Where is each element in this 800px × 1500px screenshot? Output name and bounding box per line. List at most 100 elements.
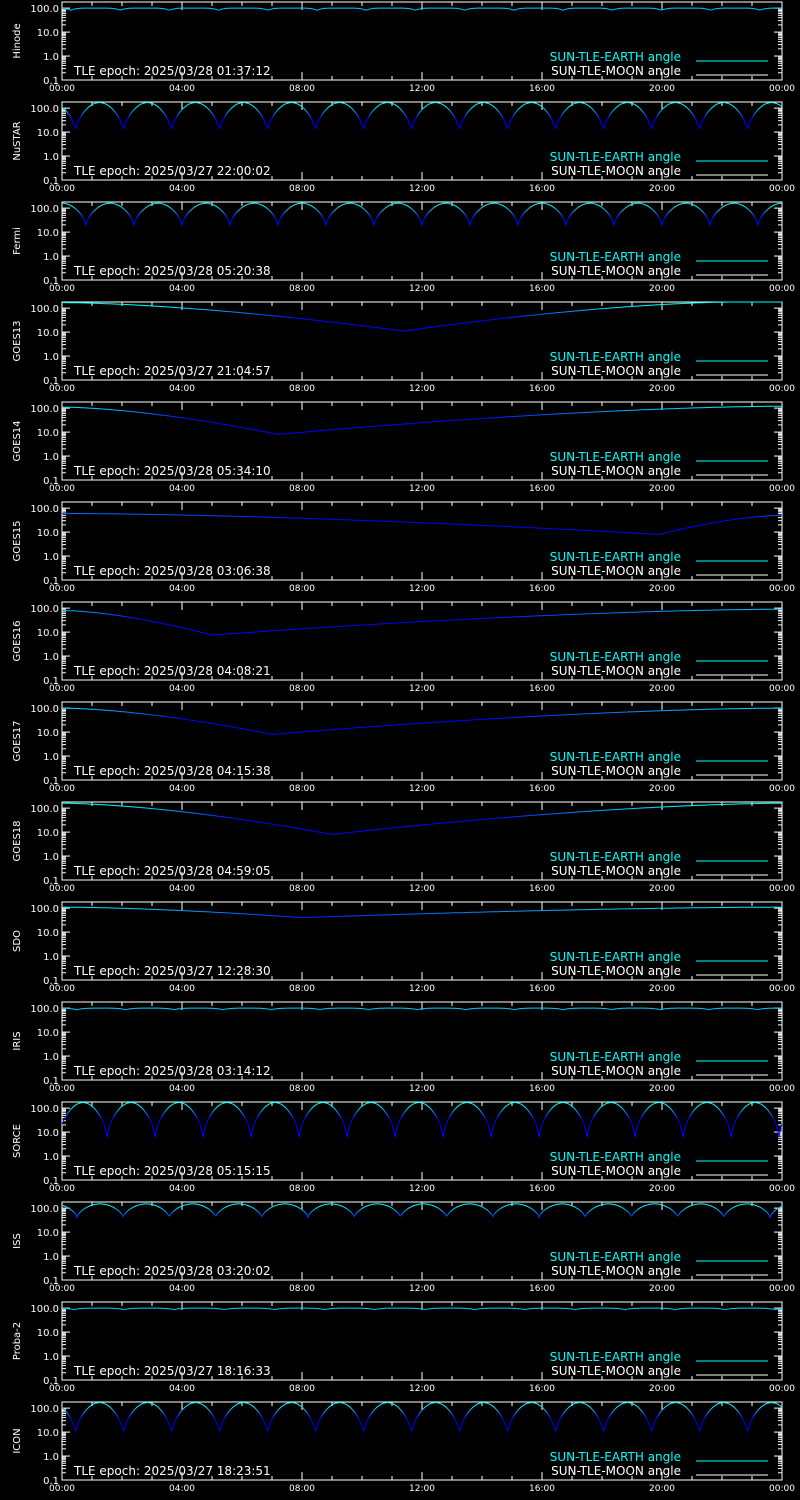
x-tick-label: 00:00 [769, 784, 795, 794]
x-tick-label: 00:00 [769, 584, 795, 594]
y-axis-label: GOES13 [12, 320, 23, 361]
x-tick-label: 04:00 [169, 684, 195, 694]
x-tick-label: 04:00 [169, 484, 195, 494]
x-tick-label: 12:00 [409, 1284, 435, 1294]
legend-earth-label: SUN-TLE-EARTH angle [550, 650, 681, 664]
y-tick-label: 100.0 [30, 804, 59, 815]
tle-epoch-text: TLE epoch: 2025/03/28 01:37:12 [73, 64, 271, 78]
x-tick-label: 16:00 [529, 484, 555, 494]
legend-earth-label: SUN-TLE-EARTH angle [550, 350, 681, 364]
x-tick-label: 04:00 [169, 84, 195, 94]
x-tick-label: 12:00 [409, 484, 435, 494]
y-axis-label: GOES16 [12, 620, 23, 661]
legend-moon-label: SUN-TLE-MOON angle [551, 564, 681, 578]
chart-panel: Hinode 100.0 10.0 1.0 0.1 00:00 04:00 08:00 12:0… [0, 0, 800, 100]
x-tick-label: 08:00 [289, 1184, 315, 1194]
sun-tle-earth-line [62, 906, 782, 919]
x-tick-label: 08:00 [289, 684, 315, 694]
x-tick-label: 00:00 [49, 984, 75, 994]
x-tick-label: 04:00 [169, 584, 195, 594]
x-tick-label: 08:00 [289, 1284, 315, 1294]
tle-epoch-text: TLE epoch: 2025/03/28 05:34:10 [73, 464, 271, 478]
sun-tle-earth-line [62, 405, 782, 435]
x-tick-label: 00:00 [769, 884, 795, 894]
y-axis-label: SDO [12, 930, 23, 952]
y-axis-label: Proba-2 [12, 1322, 23, 1360]
x-tick-label: 04:00 [169, 1484, 195, 1494]
x-tick-label: 08:00 [289, 1384, 315, 1394]
sun-tle-earth-line [62, 707, 782, 735]
chart-panel: ISS 100.0 10.0 1.0 0.1 00:00 04:00 08:00 12:00 16… [0, 1200, 800, 1300]
legend-earth-label: SUN-TLE-EARTH angle [550, 1050, 681, 1064]
tle-epoch-text: TLE epoch: 2025/03/28 04:08:21 [73, 664, 271, 678]
legend-moon-label: SUN-TLE-MOON angle [551, 464, 681, 478]
y-tick-label: 10.0 [37, 728, 59, 739]
legend-moon-label: SUN-TLE-MOON angle [551, 1264, 681, 1278]
legend-moon-label: SUN-TLE-MOON angle [551, 264, 681, 278]
y-tick-label: 10.0 [37, 428, 59, 439]
x-tick-label: 20:00 [649, 1284, 675, 1294]
sun-tle-earth-line [62, 1307, 783, 1311]
tle-epoch-text: TLE epoch: 2025/03/28 04:15:38 [73, 764, 271, 778]
y-tick-label: 1.0 [43, 452, 59, 463]
x-tick-label: 08:00 [289, 84, 315, 94]
y-tick-label: 10.0 [37, 1328, 59, 1339]
legend-earth-label: SUN-TLE-EARTH angle [550, 150, 681, 164]
y-tick-label: 1.0 [43, 752, 59, 763]
y-tick-label: 1.0 [43, 852, 59, 863]
x-tick-label: 08:00 [289, 1484, 315, 1494]
y-axis-label: IRIS [12, 1031, 23, 1050]
tle-epoch-text: TLE epoch: 2025/03/27 12:28:30 [73, 964, 271, 978]
x-tick-label: 08:00 [289, 284, 315, 294]
legend-earth-label: SUN-TLE-EARTH angle [550, 250, 681, 264]
x-tick-label: 16:00 [529, 184, 555, 194]
x-tick-label: 12:00 [409, 884, 435, 894]
y-tick-label: 100.0 [30, 304, 59, 315]
y-tick-label: 10.0 [37, 1428, 59, 1439]
legend-earth-label: SUN-TLE-EARTH angle [550, 450, 681, 464]
x-tick-label: 16:00 [529, 1284, 555, 1294]
legend-moon-label: SUN-TLE-MOON angle [551, 864, 681, 878]
y-tick-label: 100.0 [30, 204, 59, 215]
y-axis-label: ICON [12, 1428, 23, 1453]
x-tick-label: 00:00 [49, 384, 75, 394]
x-tick-label: 16:00 [529, 1484, 555, 1494]
y-axis-label: ISS [12, 1233, 23, 1249]
x-tick-label: 08:00 [289, 584, 315, 594]
x-tick-label: 12:00 [409, 1484, 435, 1494]
legend-moon-label: SUN-TLE-MOON angle [551, 1164, 681, 1178]
y-axis-label: GOES18 [12, 820, 23, 861]
x-tick-label: 00:00 [769, 184, 795, 194]
legend-moon-label: SUN-TLE-MOON angle [551, 1464, 681, 1478]
legend-earth-label: SUN-TLE-EARTH angle [550, 1250, 681, 1264]
x-tick-label: 00:00 [49, 184, 75, 194]
chart-panel: Proba-2 100.0 10.0 1.0 0.1 00:00 04:00 08:00 12:… [0, 1300, 800, 1400]
sun-tle-earth-line [62, 1007, 782, 1011]
y-tick-label: 100.0 [30, 1304, 59, 1315]
x-tick-label: 20:00 [649, 1384, 675, 1394]
x-tick-label: 00:00 [769, 1384, 795, 1394]
x-tick-label: 08:00 [289, 1084, 315, 1094]
x-tick-label: 12:00 [409, 384, 435, 394]
sun-tle-earth-line [61, 102, 783, 129]
x-tick-label: 04:00 [169, 1284, 195, 1294]
y-tick-label: 10.0 [37, 828, 59, 839]
sun-tle-earth-line [61, 7, 782, 11]
x-tick-label: 20:00 [649, 684, 675, 694]
tle-epoch-text: TLE epoch: 2025/03/28 03:20:02 [73, 1264, 271, 1278]
y-axis-label: Fermi [12, 227, 23, 255]
tle-epoch-text: TLE epoch: 2025/03/27 18:23:51 [73, 1464, 271, 1478]
x-tick-label: 20:00 [649, 384, 675, 394]
y-tick-label: 1.0 [43, 952, 59, 963]
legend-earth-label: SUN-TLE-EARTH angle [550, 550, 681, 564]
y-tick-label: 0.1 [43, 776, 59, 787]
y-tick-label: 0.1 [43, 576, 59, 587]
y-tick-label: 0.1 [43, 376, 59, 387]
legend-earth-label: SUN-TLE-EARTH angle [550, 1350, 681, 1364]
x-tick-label: 00:00 [49, 1384, 75, 1394]
